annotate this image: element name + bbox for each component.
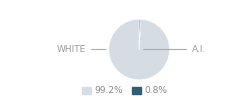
Text: WHITE: WHITE bbox=[57, 45, 106, 54]
Wedge shape bbox=[109, 19, 169, 80]
Legend: 99.2%, 0.8%: 99.2%, 0.8% bbox=[82, 86, 168, 96]
Text: A.I.: A.I. bbox=[144, 45, 207, 54]
Wedge shape bbox=[139, 19, 141, 50]
